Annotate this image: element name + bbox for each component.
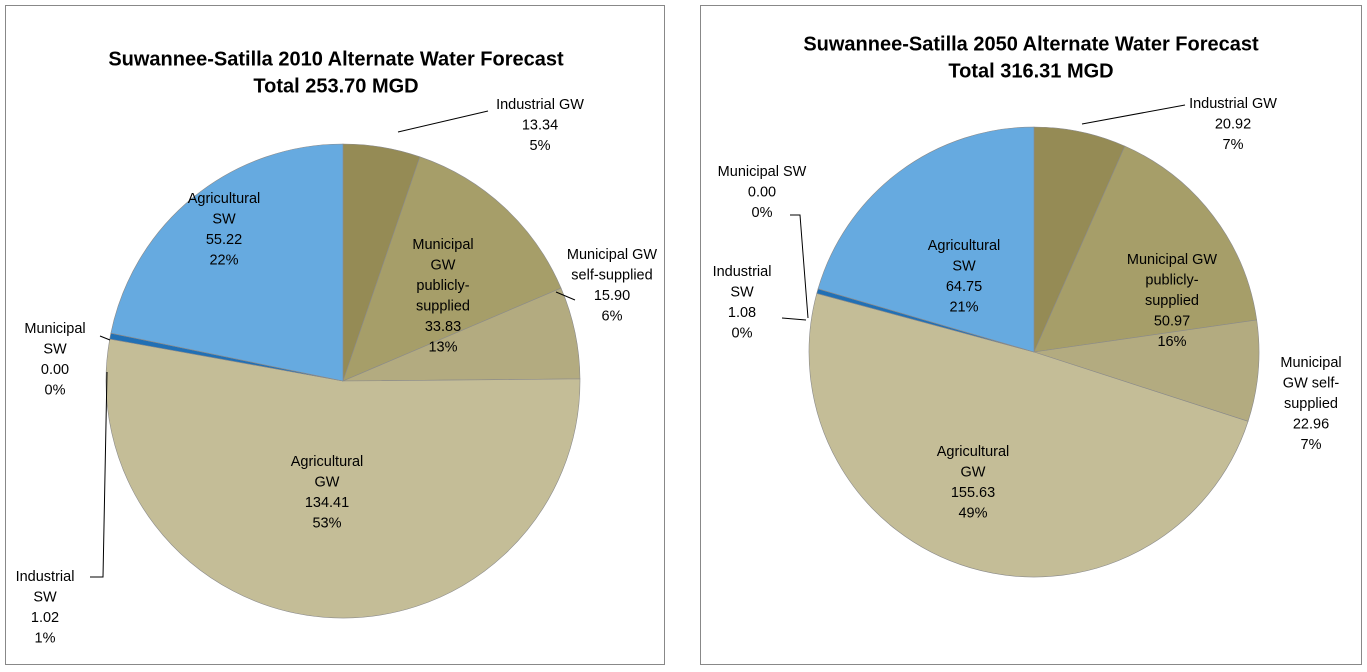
value-label: 0.00 [41, 362, 69, 378]
data-label: Agricultural SW 55.22 22% [188, 191, 261, 269]
leader-line [90, 371, 108, 578]
data-label: Municipal SW 0.00 0% [718, 164, 807, 221]
category-label: Industrial GW [1189, 96, 1277, 112]
data-label: Municipal GW self-supplied 15.90 6% [567, 247, 658, 325]
data-label: Municipal GW publicly-supplied 33.83 13% [412, 237, 473, 356]
pie-slice [1033, 319, 1260, 422]
value-label: 22.96 [1293, 416, 1329, 432]
percent-label: 16% [1157, 334, 1186, 350]
category-label: Municipal [412, 237, 473, 253]
data-label: Agricultural GW 155.63 49% [937, 444, 1010, 522]
category-label: publicly- [416, 278, 469, 294]
chart-title: Suwannee-Satilla 2010 Alternate Water Fo… [108, 48, 564, 70]
category-label: Municipal SW [718, 164, 807, 180]
category-label: GW [961, 464, 986, 480]
category-label: supplied [1145, 293, 1199, 309]
pie-slice [105, 338, 581, 619]
percent-label: 0% [752, 205, 773, 221]
percent-label: 13% [428, 339, 457, 355]
category-label: supplied [1284, 396, 1338, 412]
data-label: Industrial GW 13.34 5% [496, 97, 584, 154]
category-label: Municipal [24, 321, 85, 337]
category-label: Municipal [1280, 355, 1341, 371]
data-label: Industrial SW 1.02 1% [16, 569, 75, 647]
value-label: 15.90 [594, 288, 630, 304]
value-label: 55.22 [206, 232, 242, 248]
value-label: 1.02 [31, 610, 59, 626]
data-label: Industrial GW 20.92 7% [1189, 96, 1277, 153]
category-label: self-supplied [571, 267, 652, 283]
category-label: Industrial GW [496, 97, 584, 113]
leader-line [555, 291, 576, 301]
chart-subtitle: Total 316.31 MGD [948, 60, 1113, 82]
category-label: supplied [416, 298, 470, 314]
category-label: Agricultural [188, 191, 261, 207]
category-label: SW [43, 341, 67, 357]
category-label: Agricultural [937, 444, 1010, 460]
category-label: publicly- [1145, 272, 1198, 288]
percent-label: 53% [312, 515, 341, 531]
data-label: Municipal GW publicly-supplied 50.97 16% [1127, 252, 1218, 350]
percent-label: 5% [530, 138, 551, 154]
leader-line [790, 214, 809, 319]
chart-title: Suwannee-Satilla 2050 Alternate Water Fo… [803, 33, 1259, 55]
value-label: 0.00 [748, 184, 776, 200]
chart-subtitle: Total 253.70 MGD [253, 75, 418, 97]
value-label: 13.34 [522, 117, 558, 133]
value-label: 20.92 [1215, 116, 1251, 132]
pie-slice [817, 126, 1035, 353]
data-label: Municipal SW 0.00 0% [24, 321, 85, 399]
pie-slice [1033, 145, 1258, 353]
category-label: SW [952, 258, 976, 274]
category-label: Agricultural [928, 238, 1001, 254]
category-label: SW [212, 211, 236, 227]
category-label: SW [33, 589, 57, 605]
category-label: Industrial [16, 569, 75, 585]
category-label: GW self- [1283, 375, 1340, 391]
percent-label: 0% [45, 382, 66, 398]
data-label: Agricultural GW 134.41 53% [291, 454, 364, 532]
value-label: 64.75 [946, 279, 982, 295]
percent-label: 21% [949, 299, 978, 315]
leader-line [781, 317, 807, 321]
value-label: 134.41 [305, 495, 349, 511]
category-label: SW [730, 284, 754, 300]
value-label: 1.08 [728, 305, 756, 321]
leader-line [1081, 104, 1186, 125]
percent-label: 22% [209, 252, 238, 268]
percent-label: 0% [732, 325, 753, 341]
category-label: GW [431, 257, 456, 273]
pie-slice [342, 156, 562, 382]
pie-slice [808, 293, 1249, 578]
leader-line [397, 110, 489, 133]
leader-line [99, 335, 111, 341]
value-label: 50.97 [1154, 313, 1190, 329]
percent-label: 7% [1223, 137, 1244, 153]
category-label: Industrial [713, 264, 772, 280]
value-label: 33.83 [425, 319, 461, 335]
data-label: Municipal GW self-supplied 22.96 7% [1280, 355, 1341, 453]
category-label: Municipal GW [1127, 252, 1218, 268]
data-label: Agricultural SW 64.75 21% [928, 238, 1001, 316]
percent-label: 49% [958, 505, 987, 521]
category-label: Agricultural [291, 454, 364, 470]
value-label: 155.63 [951, 485, 995, 501]
pie-slice [110, 143, 344, 382]
percent-label: 1% [35, 630, 56, 646]
percent-label: 6% [602, 308, 623, 324]
category-label: GW [315, 474, 340, 490]
percent-label: 7% [1301, 437, 1322, 453]
category-label: Municipal GW [567, 247, 658, 263]
data-label: Industrial SW 1.08 0% [713, 264, 772, 342]
